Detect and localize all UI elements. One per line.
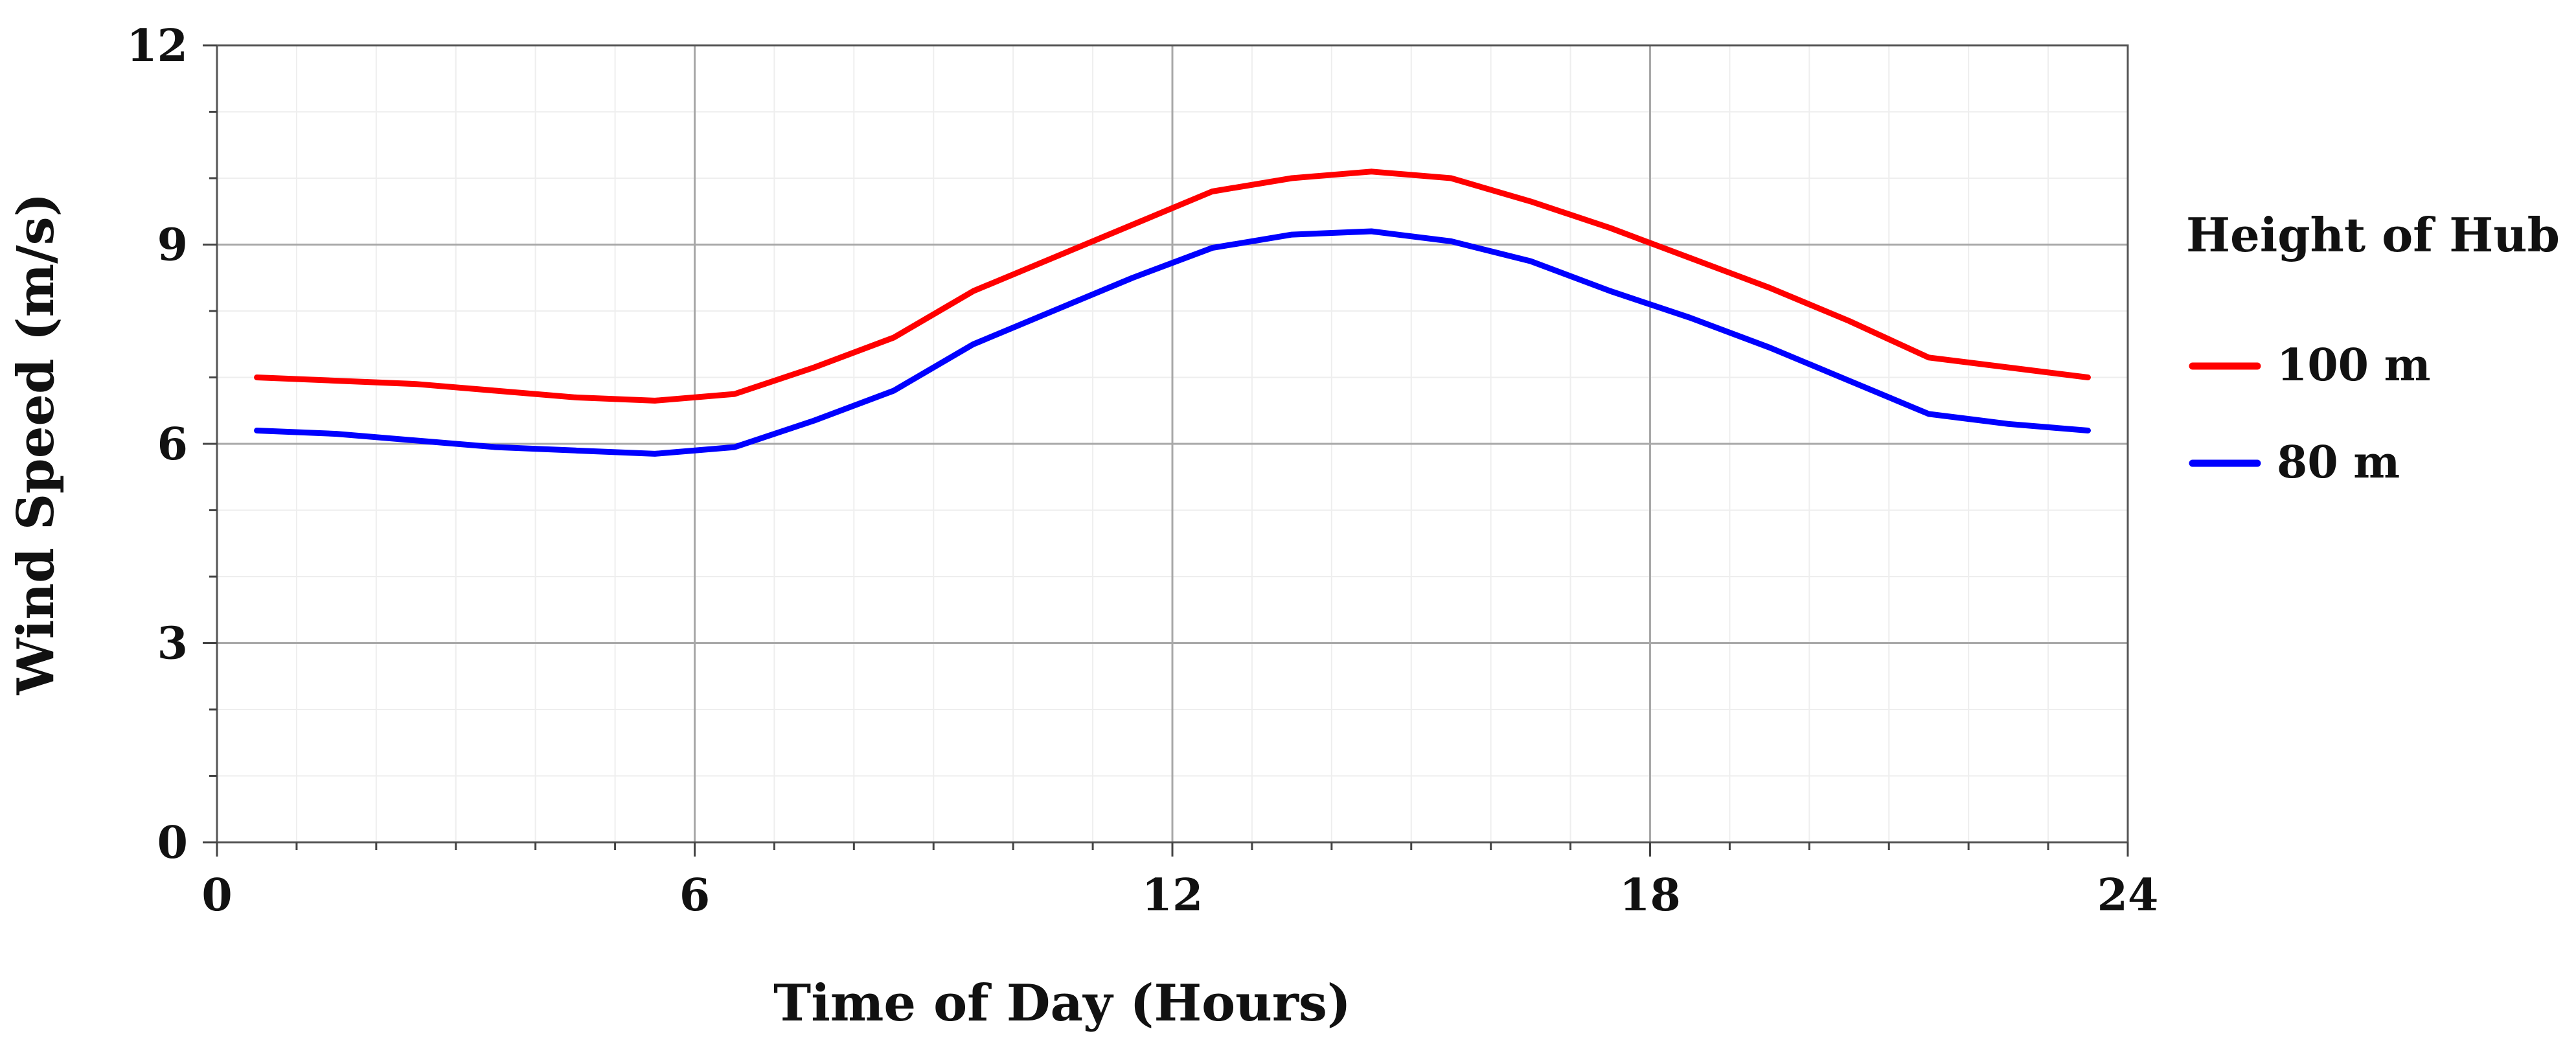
legend-title: Height of Hub xyxy=(2186,207,2560,262)
x-tick-label: 12 xyxy=(1142,870,1203,921)
x-axis-ticks: 0 6 12 18 24 xyxy=(201,842,2158,921)
series-line-1 xyxy=(254,228,2091,457)
x-tick-label: 0 xyxy=(201,870,232,921)
y-tick-label: 9 xyxy=(157,220,188,271)
y-axis-ticks: 0 3 6 9 12 xyxy=(126,20,217,869)
x-tick-label: 18 xyxy=(1619,870,1681,921)
x-axis-title: Time of Day (Hours) xyxy=(773,974,1351,1033)
series-lines xyxy=(254,168,2091,457)
y-tick-label: 6 xyxy=(157,419,188,470)
legend-items: 100 m 80 m xyxy=(2189,340,2431,489)
y-axis-title: Wind Speed (m/s) xyxy=(6,193,65,696)
legend-label-0: 100 m xyxy=(2277,340,2431,391)
legend: Height of Hub 100 m 80 m xyxy=(2186,207,2560,489)
y-tick-label: 12 xyxy=(126,20,188,72)
y-tick-label: 3 xyxy=(157,618,188,670)
legend-label-1: 80 m xyxy=(2277,437,2400,489)
series-line-0 xyxy=(254,168,2091,404)
y-tick-label: 0 xyxy=(157,817,188,869)
x-tick-label: 6 xyxy=(679,870,710,921)
x-tick-label: 24 xyxy=(2097,870,2159,921)
